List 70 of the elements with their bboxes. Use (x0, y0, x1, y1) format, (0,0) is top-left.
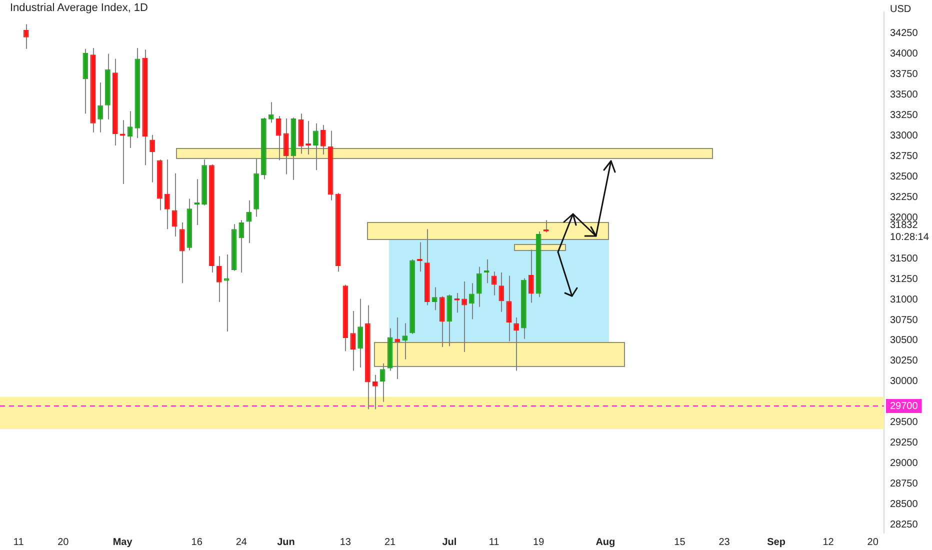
y-tick-label: 33500 (890, 89, 918, 100)
y-tick-label: 31832 10:28:14 (890, 220, 930, 244)
candlestick (194, 178, 200, 226)
y-tick-label: 28250 (890, 520, 918, 531)
candlestick (23, 24, 29, 50)
chart-title: Industrial Average Index, 1D (10, 2, 148, 14)
x-tick-label: 16 (191, 536, 203, 548)
y-axis-title: USD (890, 4, 912, 15)
x-tick-label: 20 (58, 536, 70, 548)
candlestick (514, 317, 519, 372)
candlestick (268, 102, 274, 124)
x-tick-label: Jun (277, 536, 295, 548)
x-tick-label: 24 (236, 536, 248, 548)
candlestick (506, 275, 512, 342)
y-tick-label: 30500 (890, 335, 918, 346)
y-tick-label: 34000 (890, 48, 918, 60)
x-tick-label: 13 (340, 536, 352, 548)
candlestick (372, 374, 378, 410)
candlestick (216, 256, 222, 302)
y-tick-label: 33750 (890, 69, 918, 80)
candlestick (358, 298, 363, 368)
x-tick-label: 15 (674, 536, 686, 548)
candlestick (432, 286, 438, 311)
candlestick (98, 82, 103, 133)
candlestick (246, 200, 252, 244)
y-tick-label: 30250 (890, 356, 918, 367)
y-tick-label: 29250 (890, 438, 918, 449)
candlestick (476, 266, 482, 308)
x-tick-label: 21 (384, 536, 396, 548)
y-tick-label: 31500 (890, 253, 918, 264)
y-tick-label: 30000 (890, 376, 918, 388)
ref-line-label: 29700 (890, 400, 918, 412)
candlestick (164, 158, 170, 230)
y-tick-label: 32500 (890, 171, 918, 182)
x-tick-label: 11 (488, 536, 500, 548)
y-tick-label: 31250 (890, 274, 918, 285)
y-tick-label: 33250 (890, 110, 918, 121)
candlestick (484, 258, 490, 284)
x-tick-label: 12 (822, 536, 834, 548)
candlestick (380, 362, 386, 402)
candlestick (283, 118, 289, 175)
y-tick-label: 28500 (890, 499, 918, 510)
candlestick (350, 310, 356, 372)
candlestick (224, 254, 230, 332)
x-tick-label: 20 (867, 536, 879, 548)
candlestick (462, 281, 467, 352)
x-tick-label: May (112, 536, 133, 548)
y-tick-label: 29000 (890, 458, 918, 470)
x-tick-label: 23 (718, 536, 730, 548)
x-tick-label: Sep (767, 536, 786, 548)
x-tick-label: Jul (442, 536, 457, 548)
y-tick-label: 28750 (890, 478, 918, 490)
candlestick (469, 282, 474, 320)
y-tick-label: 30750 (890, 314, 918, 326)
y-tick-label: 32750 (890, 150, 918, 162)
candlestick (528, 249, 534, 304)
x-tick-label: 11 (13, 536, 24, 548)
y-tick-label: 34250 (890, 28, 918, 40)
candlestick (320, 124, 326, 156)
candlestick (402, 322, 408, 360)
y-tick-label: 31000 (890, 294, 918, 306)
candlestick (150, 134, 155, 183)
y-tick-label: 33000 (890, 130, 918, 142)
candlestick (127, 110, 133, 148)
y-tick-label: 29500 (890, 417, 918, 428)
y-tick-label: 32250 (890, 192, 918, 203)
candlestick (313, 122, 318, 171)
x-tick-label: 19 (533, 536, 545, 548)
candlestick (172, 172, 178, 237)
x-tick-label: Aug (596, 536, 616, 548)
